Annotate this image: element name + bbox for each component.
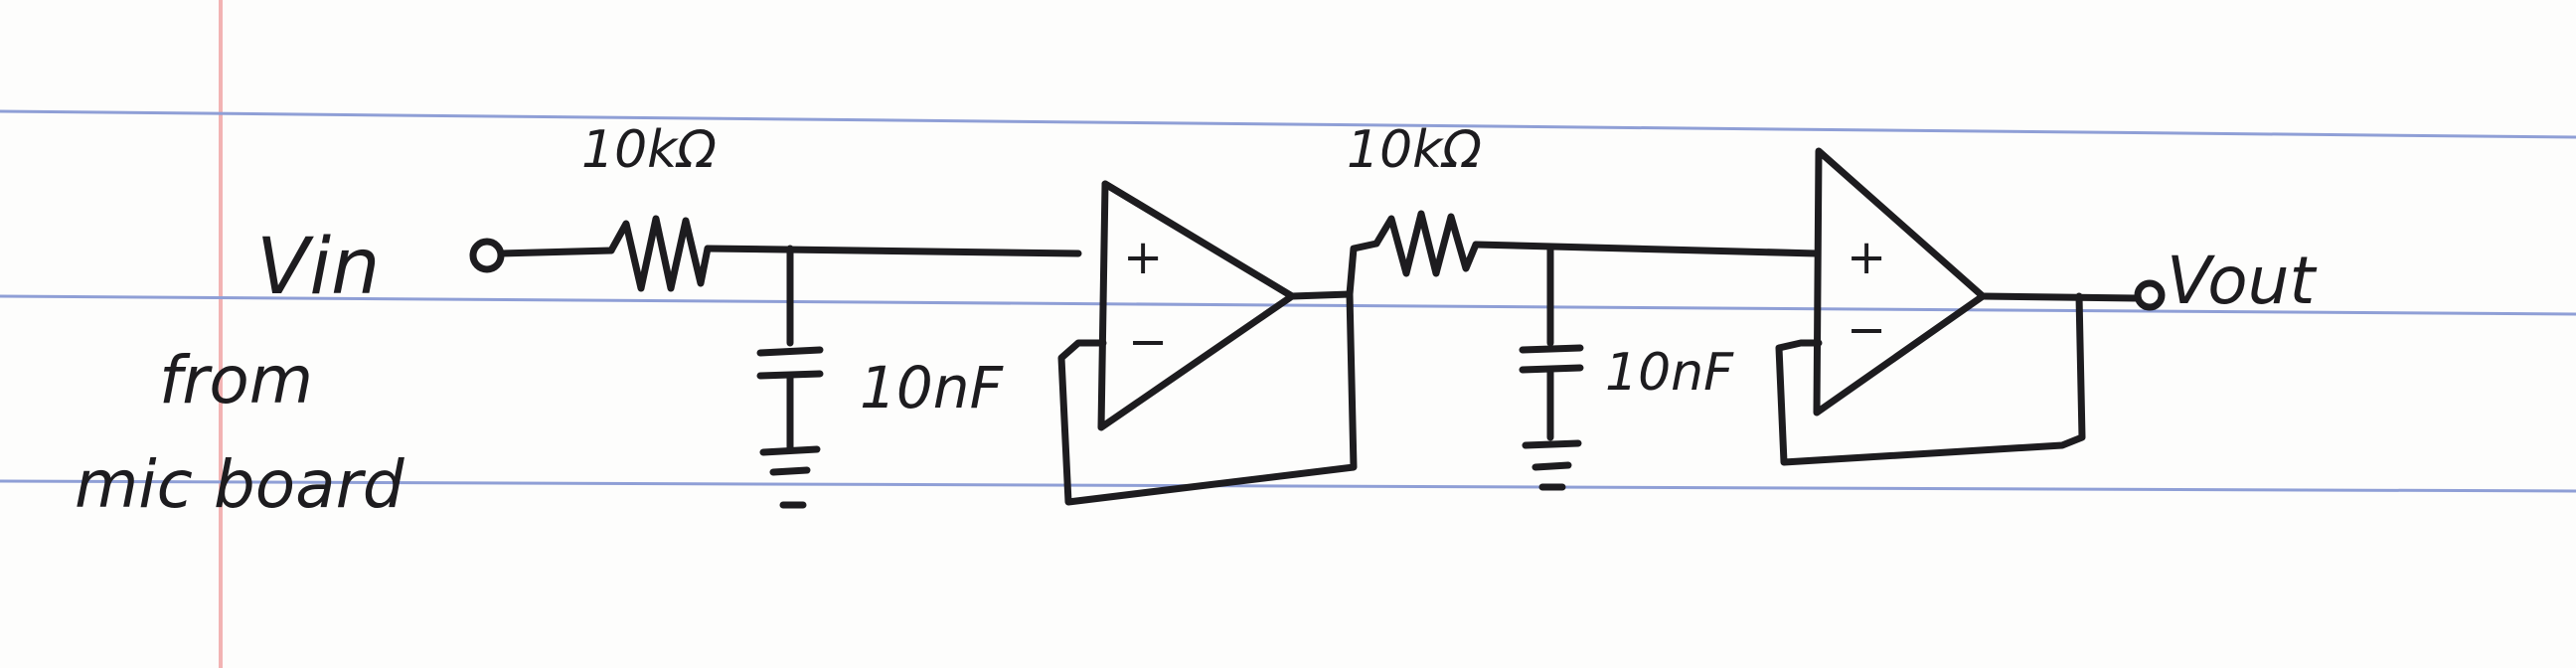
wire: [1346, 240, 1380, 298]
capacitor-c1-plate: [756, 346, 824, 357]
feedback-wire: [1057, 290, 1358, 506]
vout-label: Vout: [2167, 243, 2317, 319]
opamp-2-minus-label: −: [1847, 302, 1886, 358]
r1-label: 10kΩ: [581, 120, 717, 180]
source-label-line1: from: [159, 342, 313, 418]
vout-terminal: [2134, 279, 2166, 311]
wire: [1979, 292, 2141, 302]
rule-line: [0, 479, 2576, 493]
opamp-1-minus-label: −: [1128, 314, 1168, 370]
opamp-1-plus-label: +: [1123, 230, 1163, 285]
wire: [1288, 290, 1354, 300]
rule-line: [0, 294, 2576, 316]
c1-label: 10nF: [860, 354, 1005, 421]
source-label-line2: mic board: [75, 446, 405, 523]
r2-label: 10kΩ: [1347, 120, 1482, 180]
opamp-2: [1813, 147, 1987, 417]
feedback-wire: [1775, 292, 2086, 466]
vin-label: Vin: [256, 223, 380, 312]
vin-terminal: [469, 238, 505, 273]
rule-line: [0, 109, 2576, 139]
ground-icon: [759, 445, 821, 509]
opamp-1-edge: [1101, 180, 1296, 300]
wire: [498, 247, 615, 257]
wire: [704, 245, 1082, 257]
ground-icon: [1522, 439, 1582, 491]
resistor-r1: [607, 215, 712, 292]
c2-label: 10nF: [1605, 343, 1734, 403]
wire: [1472, 241, 1821, 257]
capacitor-c2-plate: [1519, 344, 1584, 354]
resistor-r2: [1372, 210, 1480, 277]
opamp-2-plus-label: +: [1847, 230, 1886, 285]
